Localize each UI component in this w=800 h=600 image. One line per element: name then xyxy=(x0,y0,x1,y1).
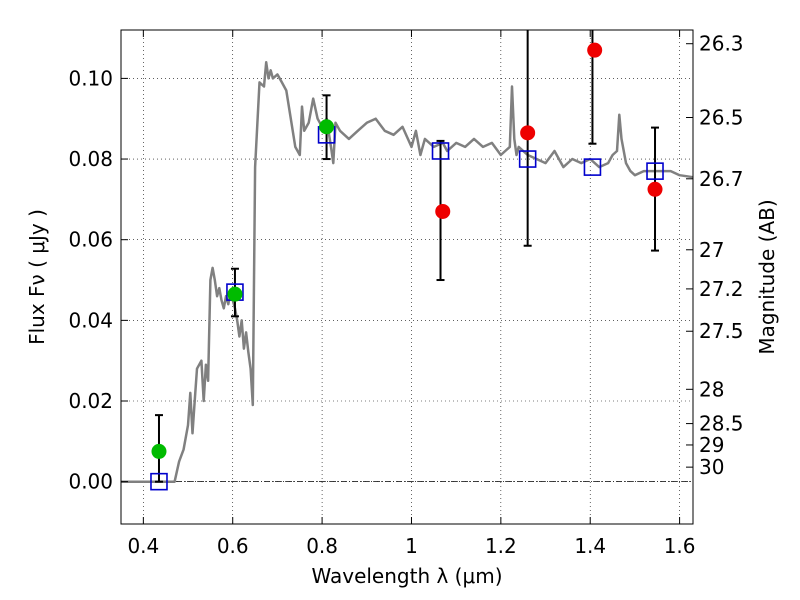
circle-marker xyxy=(227,286,243,302)
square-marker xyxy=(583,158,602,176)
y-axis-title: Flux Fν ( μJy ) xyxy=(25,209,49,345)
y-tick-label: 0.00 xyxy=(68,470,113,494)
right-tick-label: 29 xyxy=(699,433,724,457)
x-tick-label: 1.6 xyxy=(664,534,696,558)
right-tick-label: 27 xyxy=(699,238,724,262)
circle-marker xyxy=(520,125,536,141)
y-tick-label: 0.02 xyxy=(68,389,113,413)
x-tick-label: 1.4 xyxy=(574,534,606,558)
circle-marker xyxy=(435,203,451,219)
circle-marker xyxy=(587,42,603,58)
x-tick-label: 0.4 xyxy=(127,534,159,558)
square-marker xyxy=(150,472,168,491)
right-axis-title: Magnitude (AB) xyxy=(755,199,779,354)
circle-marker xyxy=(319,119,335,135)
y-tick-label: 0.08 xyxy=(68,147,113,171)
y-tick-label: 0.06 xyxy=(68,228,113,252)
y-tick-label: 0.04 xyxy=(68,308,113,332)
right-tick-label: 27.2 xyxy=(699,277,744,301)
right-tick-label: 26.3 xyxy=(699,32,744,56)
square-marker xyxy=(431,142,450,160)
plot-frame xyxy=(120,29,694,525)
x-tick-label: 0.6 xyxy=(217,534,249,558)
right-tick-label: 27.5 xyxy=(699,319,744,343)
right-tick-label: 26.7 xyxy=(699,167,744,191)
y-tick-label: 0.10 xyxy=(68,66,113,90)
right-tick-label: 28 xyxy=(699,377,724,401)
markers xyxy=(150,42,664,491)
square-marker xyxy=(646,162,664,180)
x-axis-title: Wavelength λ (μm) xyxy=(311,564,502,588)
plot-background xyxy=(121,30,693,524)
right-tick-label: 26.5 xyxy=(699,106,744,130)
square-marker xyxy=(518,150,537,168)
right-tick-label: 28.5 xyxy=(699,412,744,436)
x-tick-label: 0.8 xyxy=(306,534,338,558)
circle-marker xyxy=(151,443,167,459)
x-tick-label: 1 xyxy=(405,534,418,558)
right-tick-label: 30 xyxy=(699,455,724,479)
x-tick-label: 1.2 xyxy=(485,534,517,558)
circle-marker xyxy=(647,181,663,197)
ticks: 0.4 0.6 0.8 1 1.2 1.4 1.6 0.00 0.02 0.04 0.06 0.08 0… xyxy=(68,30,744,558)
